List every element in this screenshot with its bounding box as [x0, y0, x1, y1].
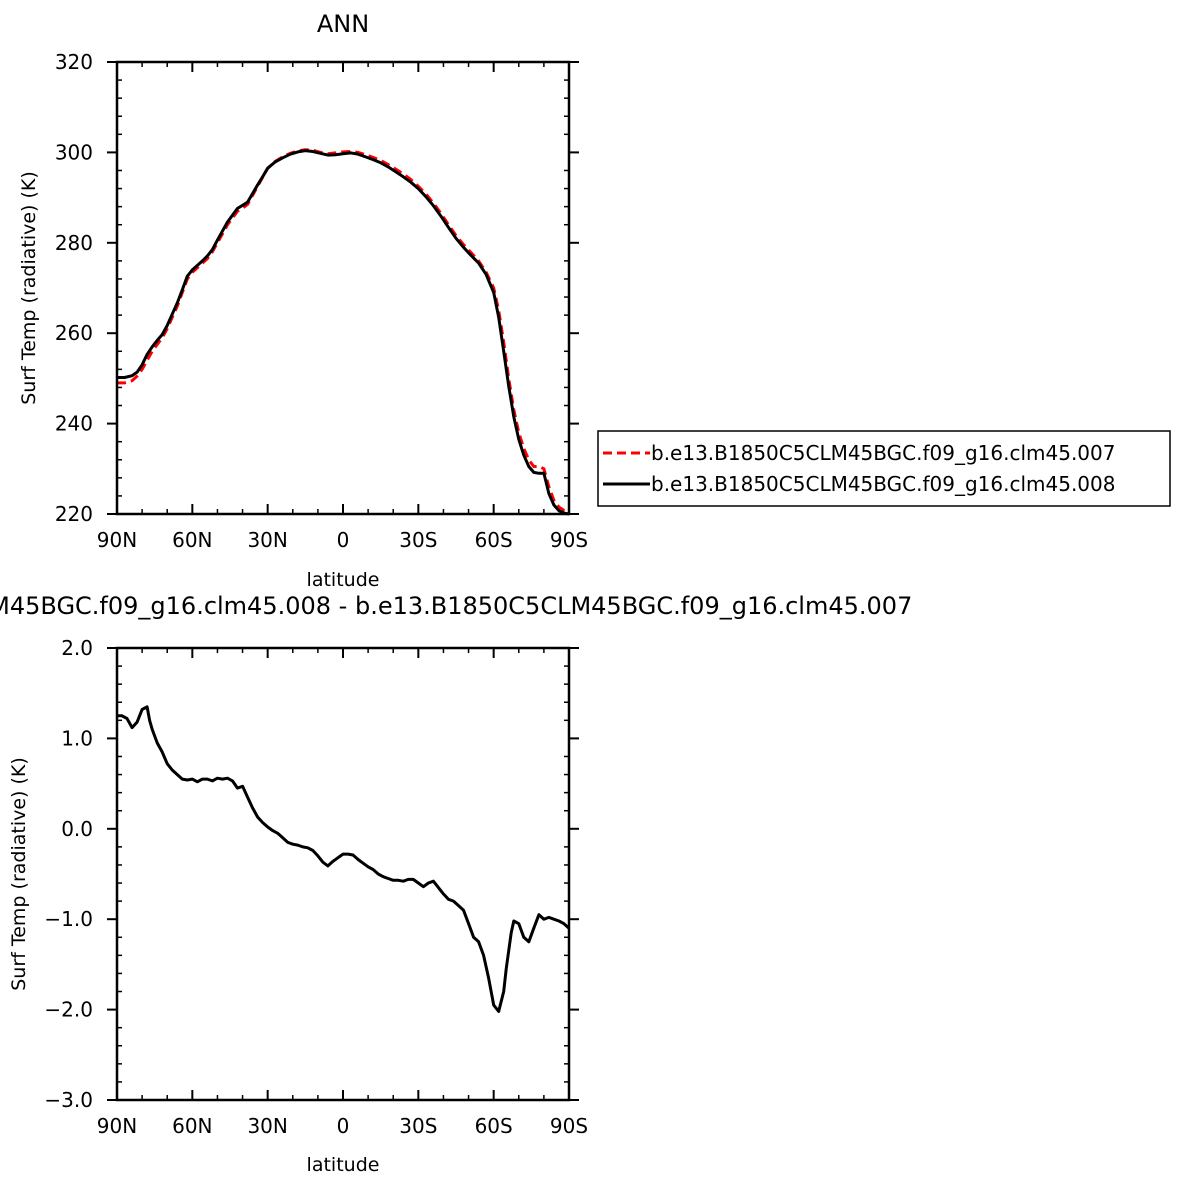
- legend: b.e13.B1850C5CLM45BGC.f09_g16.clm45.007 …: [597, 430, 1171, 507]
- bottom-axis-ticks: 90N 60N 30N 0 30S 60S 90S −3.0 −2.0 −1.0 0.0 1.0 2.0: [44, 636, 588, 1138]
- top-y-tick-label: 260: [55, 321, 93, 345]
- bottom-chart-panel: b.e13.B1850C5CLM45BGC.f09_g16.clm45.008 …: [0, 592, 912, 1176]
- top-y-axis-label: Surf Temp (radiative) (K): [18, 171, 40, 405]
- bottom-x-tick-label: 30N: [247, 1114, 287, 1138]
- top-y-tick-label: 300: [55, 140, 93, 164]
- top-y-tick-label: 240: [55, 412, 93, 436]
- top-x-tick-label: 90S: [550, 528, 588, 552]
- bottom-plot-frame: [115, 646, 571, 1102]
- top-chart-panel: ANN 90N 60N 30N 0 30S 60S 90S 220 240 260 280 300 32…: [18, 10, 588, 591]
- bottom-y-tick-label: 1.0: [61, 726, 93, 750]
- legend-label-series-1: b.e13.B1850C5CLM45BGC.f09_g16.clm45.007: [651, 441, 1115, 465]
- top-x-tick-label: 60N: [172, 528, 212, 552]
- top-y-tick-label: 220: [55, 502, 93, 526]
- top-chart-title: ANN: [317, 10, 369, 38]
- bottom-y-tick-label: −3.0: [44, 1088, 93, 1112]
- bottom-y-axis-label: Surf Temp (radiative) (K): [8, 757, 30, 991]
- legend-box: [597, 430, 1171, 507]
- bottom-x-tick-label: 60N: [172, 1114, 212, 1138]
- bottom-series-line-1: [117, 705, 571, 1013]
- top-x-tick-label: 30N: [247, 528, 287, 552]
- bottom-y-tick-label: 2.0: [61, 636, 93, 660]
- legend-label-series-2: b.e13.B1850C5CLM45BGC.f09_g16.clm45.008: [651, 472, 1115, 496]
- bottom-x-tick-label: 60S: [475, 1114, 513, 1138]
- top-x-axis-label: latitude: [307, 569, 380, 591]
- bottom-x-tick-label: 90N: [97, 1114, 137, 1138]
- top-plot-frame: [115, 60, 571, 516]
- top-x-tick-label: 90N: [97, 528, 137, 552]
- bottom-x-tick-label: 0: [337, 1114, 350, 1138]
- bottom-chart-title: b.e13.B1850C5CLM45BGC.f09_g16.clm45.008 …: [0, 592, 912, 620]
- bottom-x-tick-label: 90S: [550, 1114, 588, 1138]
- bottom-y-tick-label: 0.0: [61, 817, 93, 841]
- bottom-x-axis-label: latitude: [307, 1154, 380, 1176]
- top-x-tick-label: 0: [337, 528, 350, 552]
- top-series-line-2: [117, 149, 570, 516]
- bottom-y-tick-label: −1.0: [44, 907, 93, 931]
- bottom-y-tick-label: −2.0: [44, 998, 93, 1022]
- top-y-tick-label: 280: [55, 231, 93, 255]
- top-x-tick-label: 30S: [399, 528, 437, 552]
- top-axis-ticks: 90N 60N 30N 0 30S 60S 90S 220 240 260 280 300 320: [55, 50, 588, 552]
- top-series-group: [117, 148, 570, 516]
- bottom-series-group: [117, 705, 571, 1013]
- top-x-tick-label: 60S: [475, 528, 513, 552]
- bottom-x-tick-label: 30S: [399, 1114, 437, 1138]
- top-y-tick-label: 320: [55, 50, 93, 74]
